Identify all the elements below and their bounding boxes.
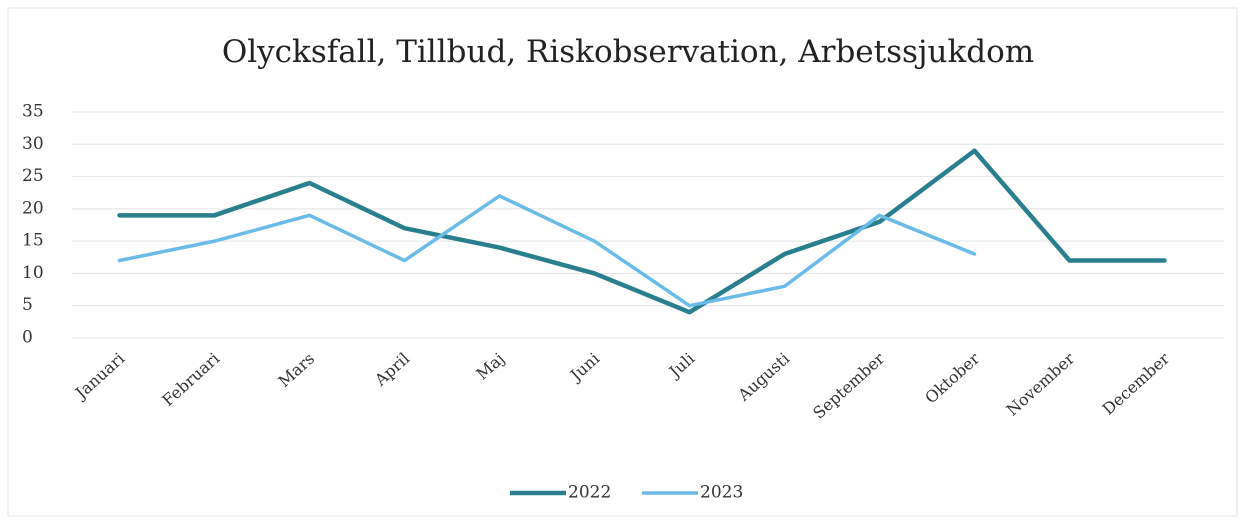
y-tick-label: 5 — [22, 295, 33, 315]
y-tick-label: 15 — [22, 231, 44, 251]
series-line — [117, 148, 1167, 315]
legend-label: 2022 — [568, 483, 611, 503]
y-tick-label: 35 — [22, 102, 44, 122]
y-tick-label: 20 — [22, 198, 44, 218]
y-tick-label: 10 — [22, 263, 44, 283]
y-tick-label: 25 — [22, 166, 44, 186]
legend-label: 2023 — [700, 483, 743, 503]
series-line — [117, 194, 977, 308]
chart-title: Olycksfall, Tillbud, Riskobservation, Ar… — [222, 34, 1034, 70]
y-tick-label: 30 — [22, 134, 44, 154]
y-tick-label: 0 — [22, 328, 33, 348]
